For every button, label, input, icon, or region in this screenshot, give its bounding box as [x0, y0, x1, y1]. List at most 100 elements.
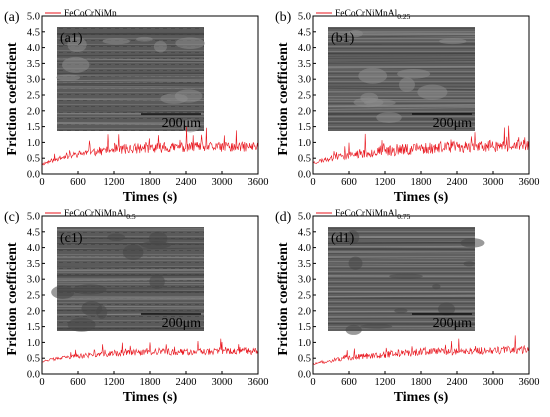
- sem-debris-patch: [346, 230, 360, 245]
- sem-wear-track: [327, 252, 476, 254]
- panel-label: (b): [275, 10, 292, 25]
- legend-label: FeCoCrNiMnAl0.5: [64, 209, 136, 221]
- y-tick-label: 2.5: [27, 91, 40, 102]
- y-tick-label: 1.5: [298, 122, 311, 133]
- sem-debris-patch: [348, 29, 363, 38]
- y-tick-label: 1.5: [27, 122, 40, 133]
- y-tick-label: 2.5: [298, 291, 311, 302]
- friction-trace: [41, 126, 259, 166]
- x-tick-label: 2400: [447, 177, 468, 188]
- friction-trace: [41, 338, 259, 363]
- sem-debris-patch: [136, 36, 153, 42]
- sem-debris-patch: [61, 56, 90, 73]
- inset-label: (d1): [331, 231, 355, 246]
- sem-wear-track: [56, 109, 205, 112]
- y-tick-label: 1.5: [27, 322, 40, 333]
- x-tick-label: 1200: [375, 377, 396, 388]
- sem-wear-track: [327, 98, 476, 101]
- y-tick-label: 3.0: [27, 75, 40, 86]
- sem-debris-patch: [102, 38, 130, 45]
- chart-panel-c: (c1) 200μm 0.0 0.5 1.0 1.5 2.0 2.5 3.0 3.5 4.0 4.5 5…: [4, 209, 269, 405]
- x-tick-label: 0: [310, 177, 315, 188]
- scale-bar-label: 200μm: [162, 116, 202, 131]
- panel-label: (a): [4, 10, 20, 25]
- sem-debris-patch: [345, 324, 362, 335]
- chart-panel-d: (d1) 200μm 0.0 0.5 1.0 1.5 2.0 2.5 3.0 3.5 4.0 4.5 5…: [275, 209, 540, 405]
- sem-wear-track: [56, 278, 205, 282]
- sem-debris-patch: [397, 68, 431, 79]
- x-tick-label: 0: [310, 377, 315, 388]
- y-tick-label: 5.0: [298, 212, 311, 223]
- sem-debris-patch: [439, 38, 467, 45]
- y-tick-label: 4.0: [298, 243, 311, 254]
- inset-label: (b1): [331, 31, 355, 46]
- sem-wear-track: [56, 81, 205, 84]
- sem-wear-track: [327, 245, 476, 248]
- y-tick-label: 0.0: [298, 370, 311, 381]
- sem-debris-patch: [174, 89, 203, 103]
- sem-debris-patch: [149, 274, 165, 290]
- sem-wear-track: [56, 305, 205, 308]
- sem-debris-patch: [394, 308, 408, 314]
- y-tick-label: 4.5: [298, 27, 311, 38]
- y-tick-label: 3.5: [298, 259, 311, 270]
- sem-wear-track: [56, 310, 205, 312]
- y-tick-label: 1.0: [27, 338, 40, 349]
- sem-wear-track: [56, 75, 205, 78]
- x-tick-label: 1800: [411, 377, 432, 388]
- sem-debris-patch: [460, 238, 485, 248]
- sem-debris-patch: [122, 244, 144, 260]
- inset-label: (a1): [60, 31, 83, 46]
- sem-wear-track: [56, 242, 205, 245]
- sem-wear-track: [327, 104, 476, 108]
- y-axis-label: Friction coefficient: [276, 42, 291, 155]
- x-tick-label: 3600: [519, 377, 540, 388]
- y-tick-label: 4.5: [27, 27, 40, 38]
- x-tick-label: 3600: [248, 377, 269, 388]
- x-tick-label: 600: [341, 177, 357, 188]
- sem-wear-track: [56, 266, 205, 269]
- y-tick-label: 4.5: [27, 227, 40, 238]
- x-tick-label: 3000: [212, 377, 233, 388]
- sem-wear-track: [56, 122, 205, 126]
- sem-wear-track: [56, 78, 205, 81]
- sem-wear-track: [327, 294, 476, 298]
- y-tick-label: 0.0: [27, 170, 40, 181]
- x-axis-label: Times (s): [394, 190, 449, 205]
- x-tick-label: 600: [70, 377, 86, 388]
- y-tick-label: 0.0: [27, 370, 40, 381]
- x-tick-label: 600: [341, 377, 357, 388]
- y-tick-label: 2.0: [298, 106, 311, 117]
- y-tick-label: 1.5: [298, 322, 311, 333]
- sem-wear-track: [56, 274, 205, 277]
- y-tick-label: 2.0: [27, 306, 40, 317]
- y-tick-label: 1.0: [298, 338, 311, 349]
- y-tick-label: 5.0: [298, 12, 311, 23]
- y-tick-label: 2.0: [298, 306, 311, 317]
- sem-debris-patch: [153, 40, 167, 53]
- y-tick-label: 2.0: [27, 106, 40, 117]
- sem-wear-track: [327, 92, 476, 94]
- x-axis-label: Times (s): [123, 190, 178, 205]
- y-tick-label: 4.0: [27, 43, 40, 54]
- x-tick-label: 2400: [176, 177, 197, 188]
- sem-wear-track: [327, 66, 476, 69]
- x-tick-label: 0: [39, 377, 44, 388]
- y-tick-label: 5.0: [27, 12, 40, 23]
- sem-wear-track: [56, 228, 205, 230]
- sem-debris-patch: [67, 37, 87, 53]
- y-tick-label: 0.5: [27, 354, 40, 365]
- x-tick-label: 3600: [519, 177, 540, 188]
- y-tick-label: 2.5: [27, 291, 40, 302]
- y-tick-label: 0.5: [298, 354, 311, 365]
- x-tick-label: 0: [39, 177, 44, 188]
- y-tick-label: 3.5: [27, 259, 40, 270]
- sem-debris-patch: [432, 283, 441, 290]
- sem-debris-patch: [376, 112, 402, 123]
- legend-label: FeCoCrNiMn: [64, 9, 117, 19]
- scale-bar-label: 200μm: [433, 116, 473, 131]
- chart-panel-a: (a1) 200μm 0.0 0.5 1.0 1.5 2.0 2.5 3.0 3.5 4.0 4.5 5…: [4, 9, 269, 205]
- panel-label: (c): [4, 210, 20, 225]
- sem-debris-patch: [463, 261, 476, 267]
- sem-debris-patch: [175, 37, 205, 50]
